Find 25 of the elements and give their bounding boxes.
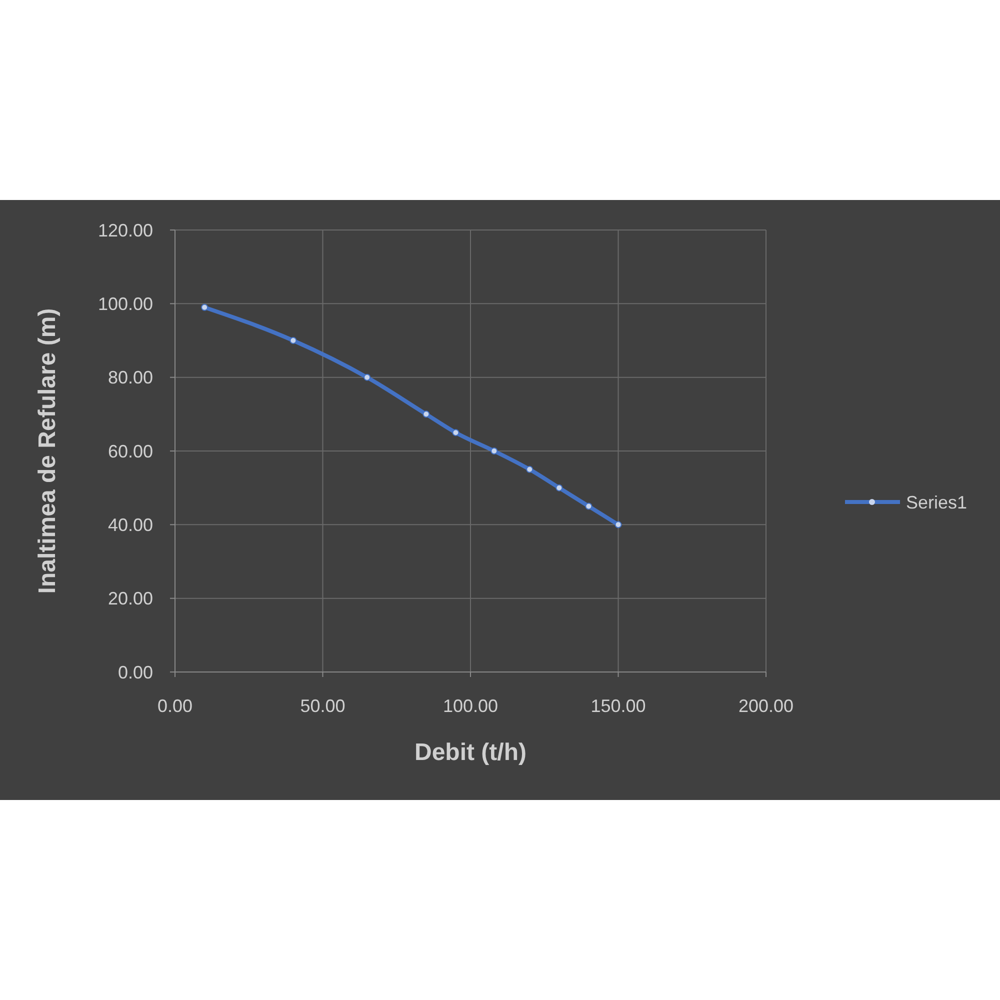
y-tick-label: 60.00 xyxy=(108,441,153,462)
x-tick-label: 150.00 xyxy=(590,696,646,716)
x-tick-label: 100.00 xyxy=(442,696,498,716)
point xyxy=(490,448,498,454)
point xyxy=(614,521,622,528)
x-axis-title: Debit (t/h) xyxy=(414,739,526,766)
x-tick-label: 50.00 xyxy=(300,696,346,716)
x-tick-label: 200.00 xyxy=(738,696,794,716)
point xyxy=(201,304,208,311)
point xyxy=(526,466,534,473)
point xyxy=(452,429,460,436)
point xyxy=(290,337,297,344)
y-tick-label: 120.00 xyxy=(98,220,153,240)
y-tick-label: 100.00 xyxy=(98,294,153,314)
point xyxy=(422,410,430,418)
y-tick-label: 20.00 xyxy=(108,588,153,609)
x-tick-label: 0.00 xyxy=(157,696,193,716)
point xyxy=(556,484,563,492)
point xyxy=(364,374,371,381)
y-tick-label: 0.00 xyxy=(118,662,153,682)
y-axis-title: Inaltimea de Refulare (m) xyxy=(34,308,61,594)
y-tick-label: 80.00 xyxy=(108,368,153,388)
legend-label: Series1 xyxy=(906,492,968,512)
point xyxy=(585,502,592,510)
y-tick-label: 40.00 xyxy=(108,514,153,535)
